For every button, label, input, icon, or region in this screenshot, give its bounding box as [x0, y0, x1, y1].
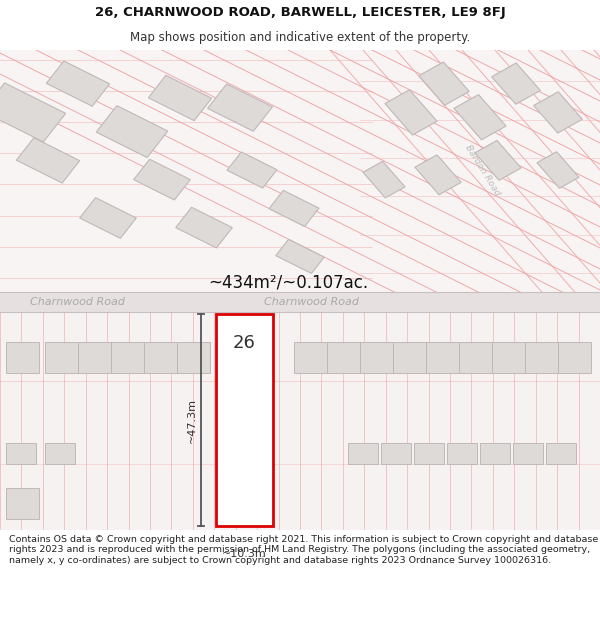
Bar [360, 341, 393, 372]
Bar [6, 341, 39, 372]
Polygon shape [533, 92, 583, 133]
Text: ~47.3m: ~47.3m [187, 398, 197, 442]
Bar [525, 341, 558, 372]
Text: ~434m²/~0.107ac.: ~434m²/~0.107ac. [208, 274, 368, 292]
Polygon shape [385, 90, 437, 135]
Text: Map shows position and indicative extent of the property.: Map shows position and indicative extent… [130, 31, 470, 44]
Polygon shape [176, 208, 232, 248]
Bar [45, 341, 78, 372]
Polygon shape [80, 198, 136, 238]
Bar [393, 341, 426, 372]
Bar [294, 341, 327, 372]
Polygon shape [16, 138, 80, 183]
Bar [414, 443, 443, 464]
Bar [6, 488, 39, 519]
Polygon shape [276, 239, 324, 274]
Bar [0, 312, 600, 530]
Bar [78, 341, 111, 372]
Polygon shape [415, 155, 461, 195]
Bar [327, 341, 360, 372]
Text: 26, CHARNWOOD ROAD, BARWELL, LEICESTER, LE9 8FJ: 26, CHARNWOOD ROAD, BARWELL, LEICESTER, … [95, 6, 505, 19]
Polygon shape [227, 152, 277, 188]
Bar [216, 314, 273, 526]
Text: Bardon Road: Bardon Road [464, 143, 502, 197]
Bar [177, 341, 210, 372]
Polygon shape [537, 152, 579, 188]
Bar [447, 443, 476, 464]
Text: Contains OS data © Crown copyright and database right 2021. This information is : Contains OS data © Crown copyright and d… [9, 535, 598, 564]
Bar [426, 341, 459, 372]
Polygon shape [475, 141, 521, 181]
Polygon shape [134, 159, 190, 200]
Text: ~10.3m: ~10.3m [222, 549, 267, 559]
Polygon shape [419, 62, 469, 105]
Text: Charnwood Road: Charnwood Road [31, 298, 125, 308]
Polygon shape [454, 94, 506, 140]
Polygon shape [269, 191, 319, 226]
Text: Charnwood Road: Charnwood Road [265, 298, 359, 308]
Bar [111, 341, 144, 372]
Bar [492, 341, 525, 372]
Bar [6, 443, 36, 464]
Polygon shape [46, 61, 110, 106]
Bar [546, 443, 576, 464]
Bar [381, 443, 410, 464]
Polygon shape [96, 106, 168, 158]
Bar [459, 341, 492, 372]
Polygon shape [0, 83, 65, 142]
Bar [513, 443, 543, 464]
Bar [558, 341, 591, 372]
Polygon shape [363, 161, 405, 198]
Bar [0, 292, 600, 312]
Bar [348, 443, 378, 464]
Bar [0, 50, 600, 292]
Polygon shape [208, 84, 272, 131]
Polygon shape [148, 76, 212, 121]
Polygon shape [491, 63, 541, 104]
Bar [480, 443, 510, 464]
Text: 26: 26 [233, 334, 256, 352]
Bar [45, 443, 75, 464]
Bar [144, 341, 177, 372]
